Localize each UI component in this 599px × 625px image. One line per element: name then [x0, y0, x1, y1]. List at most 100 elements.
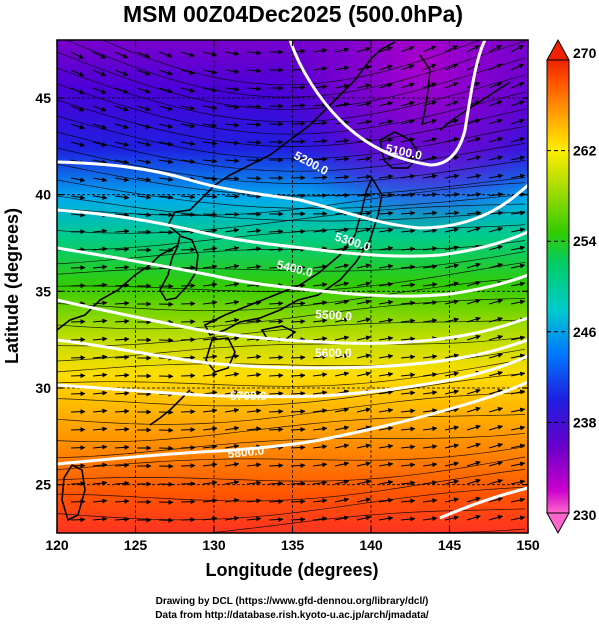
coastline-korea [159, 235, 199, 301]
wind-arrow [422, 354, 438, 360]
wind-arrow [70, 391, 86, 397]
wind-arrow [136, 159, 152, 165]
wind-arrow [356, 83, 372, 89]
wind-arrow [466, 442, 481, 449]
wind-arrow [378, 299, 394, 305]
wind-arrows [70, 45, 526, 523]
contour-5900 [439, 486, 528, 520]
colorbar: 270 262 254 246 238 230 [546, 38, 597, 535]
contour-5500 [57, 298, 528, 345]
wind-arrow [510, 245, 526, 251]
wind-arrow [334, 335, 350, 341]
wind-arrow [290, 103, 306, 109]
wind-arrow [202, 408, 218, 414]
wind-arrow [378, 461, 394, 467]
wind-arrow [202, 426, 218, 432]
wind-arrow [180, 69, 195, 75]
wind-arrow [70, 123, 85, 130]
wind-arrow [444, 281, 460, 287]
wind-arrow [224, 211, 240, 217]
wind-arrow [92, 498, 108, 504]
wind-arrow [70, 283, 86, 289]
wind-arrow [334, 192, 350, 198]
contour-5700 [57, 354, 528, 399]
streamline [57, 224, 526, 251]
wind-arrow [92, 123, 107, 130]
wind-arrow [378, 155, 394, 161]
wind-arrow [356, 515, 372, 521]
wind-arrow [510, 227, 526, 233]
wind-arrow [422, 318, 438, 324]
wind-arrow [356, 497, 372, 503]
wind-arrow [378, 46, 393, 53]
wind-arrow [312, 318, 328, 324]
wind-arrow [246, 354, 262, 360]
wind-arrow [378, 443, 394, 449]
wind-arrow [422, 210, 438, 216]
wind-arrow [312, 156, 328, 162]
wind-arrow [466, 316, 481, 323]
wind-arrow [444, 407, 460, 413]
wind-arrow [246, 50, 262, 56]
wind-arrow [378, 119, 394, 125]
wind-arrow [488, 244, 503, 251]
wind-arrow [268, 517, 284, 523]
wind-arrow [356, 299, 372, 305]
wind-arrow [444, 425, 460, 431]
wind-arrow [224, 389, 240, 395]
wind-arrow [400, 318, 416, 324]
wind-arrow [312, 228, 328, 234]
wind-arrow [180, 123, 196, 129]
wind-arrow [180, 481, 196, 487]
wind-arrow [378, 137, 394, 143]
height-contours [57, 40, 528, 520]
wind-arrow [400, 137, 416, 143]
wind-arrow [180, 194, 196, 200]
wind-arrow [510, 443, 526, 449]
wind-arrow [488, 316, 503, 323]
wind-arrow [70, 499, 86, 505]
wind-arrow [136, 69, 151, 76]
coastline-taiwan [61, 463, 86, 522]
wind-arrow [334, 102, 350, 107]
wind-arrow [114, 123, 129, 130]
wind-arrow [400, 174, 416, 179]
streamline [57, 359, 526, 387]
wind-arrow [466, 210, 482, 216]
wind-arrow [290, 319, 306, 325]
wind-arrow [202, 264, 218, 270]
wind-arrow [444, 515, 460, 521]
wind-arrow [510, 210, 526, 216]
wind-arrow [422, 137, 438, 143]
wind-arrow [356, 174, 372, 180]
wind-arrow [290, 139, 306, 145]
wind-arrow [114, 69, 129, 76]
wind-arrow [180, 445, 196, 451]
wind-arrow [158, 51, 173, 58]
wind-arrow [92, 354, 108, 360]
wind-arrow [422, 264, 438, 270]
wind-arrow [246, 228, 262, 234]
wind-arrow [224, 335, 240, 341]
wind-arrow [378, 407, 394, 413]
wind-arrow [70, 87, 85, 94]
latitude-ticks: 25 30 35 40 45 [35, 90, 528, 493]
wind-arrow [422, 300, 438, 306]
wind-arrow [290, 427, 306, 433]
wind-arrow [400, 354, 416, 360]
streamline [57, 203, 526, 234]
wind-arrow [422, 282, 438, 288]
wind-arrow [268, 355, 284, 361]
wind-arrow [246, 408, 262, 414]
wind-arrow [466, 45, 480, 53]
wind-arrow [92, 318, 108, 324]
wind-arrow [246, 104, 262, 110]
wind-arrow [356, 461, 372, 467]
wind-arrow [70, 481, 86, 487]
x-tick-label: 120 [45, 537, 69, 553]
wind-arrow [202, 516, 218, 522]
wind-arrow [290, 517, 306, 523]
wind-arrow [180, 373, 196, 379]
contour-label-5800: 5800.0 [227, 443, 265, 461]
wind-arrow [136, 212, 152, 218]
